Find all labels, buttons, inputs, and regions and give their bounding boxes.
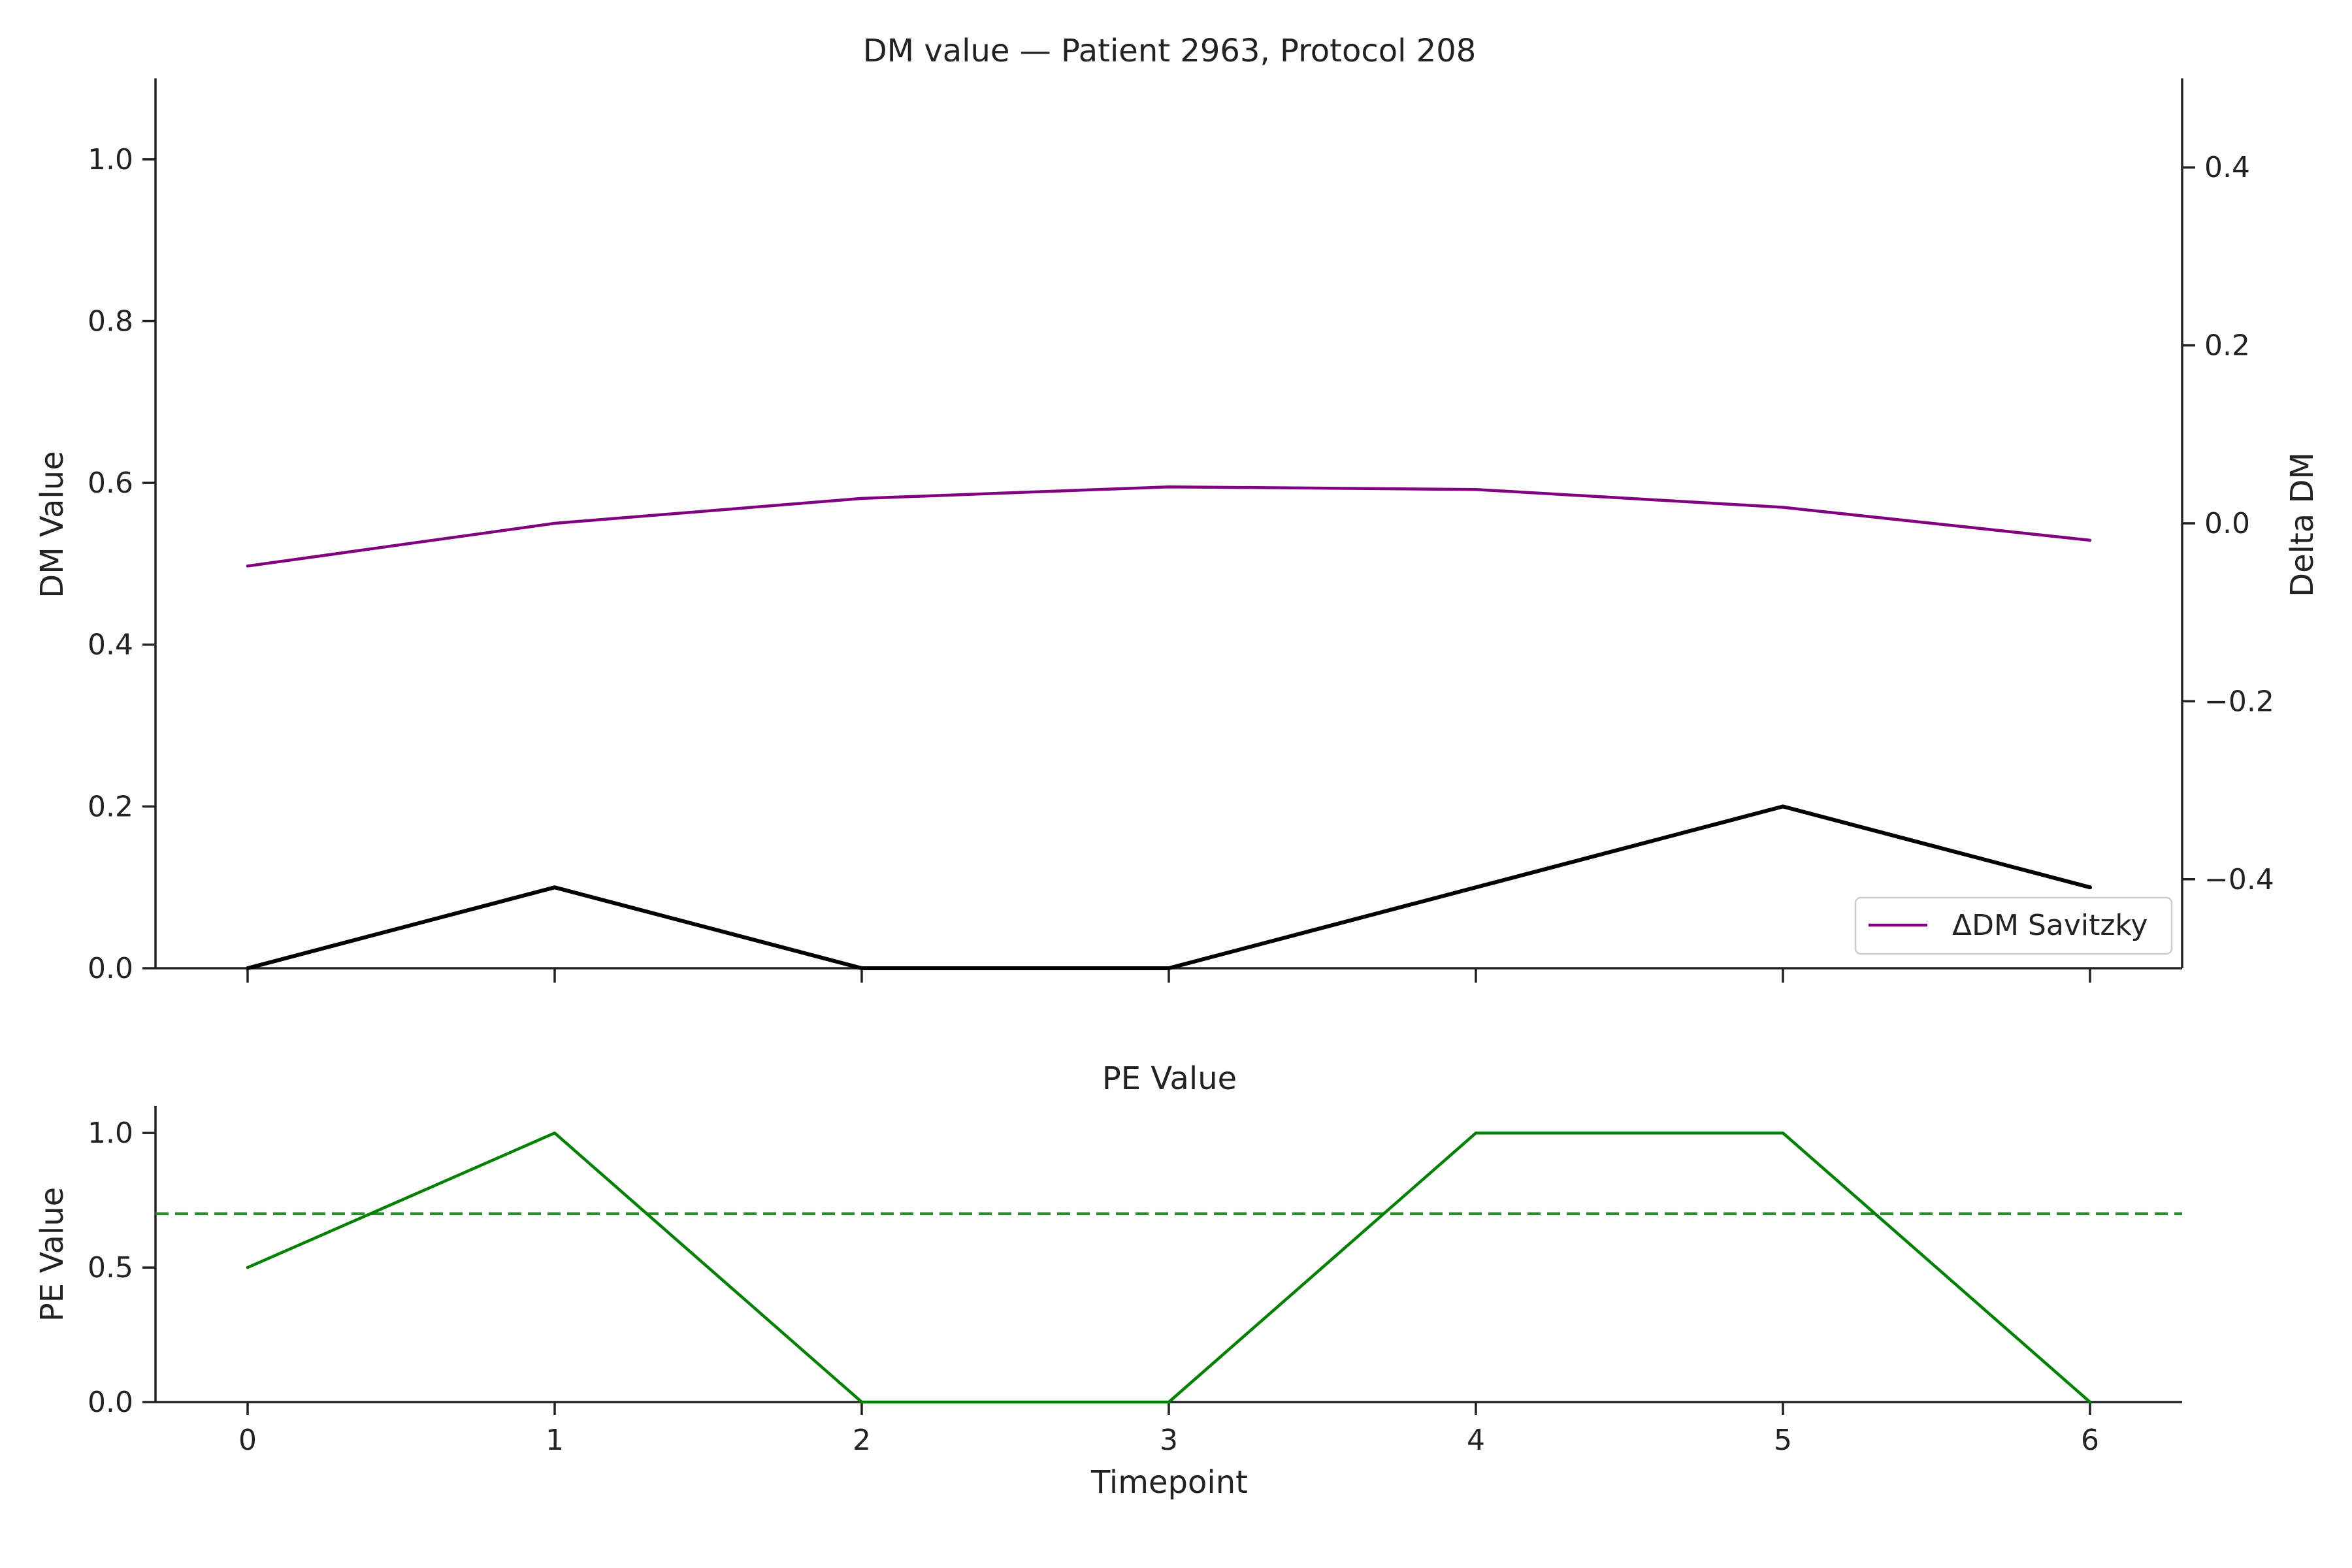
legend: ΔDM Savitzky: [1854, 896, 2173, 955]
dm-series: [246, 485, 2092, 970]
delta-dm-y-tick-label: 0.0: [2204, 507, 2250, 540]
pe-x-tick-label: 4: [1467, 1424, 1485, 1457]
pe-y-axis-label: PE Value: [34, 1187, 71, 1322]
dm-y-tick-label: 1.0: [88, 143, 133, 176]
pe-axes: 0.0 0.5 1.0 0 1 2 3 4 5 6: [88, 1106, 2182, 1457]
delta-dm-y-tick-label: 0.2: [2204, 329, 2250, 363]
delta-dm-y-tick-label: 0.4: [2204, 151, 2250, 184]
pe-x-tick-label: 3: [1160, 1424, 1178, 1457]
dm-y-tick-label: 0.2: [88, 790, 133, 823]
pe-y-tick-label: 0.5: [88, 1251, 133, 1284]
delta-dm-y-axis-label: Delta DM: [2284, 452, 2321, 597]
x-axis-label: Timepoint: [1090, 1464, 1248, 1501]
pe-series: [155, 1131, 2182, 1404]
pe-y-tick-label: 0.0: [88, 1386, 133, 1419]
dm-panel: DM value — Patient 2963, Protocol 208 DM…: [34, 33, 2321, 985]
pe-x-tick-label: 1: [546, 1424, 564, 1457]
dm-y-tick-label: 0.4: [88, 629, 133, 662]
legend-label-delta-dm: ΔDM Savitzky: [1952, 909, 2148, 942]
dm-axes: 0.0 0.2 0.4 0.6 0.8 1.0 −0.4 −0.2 0.0 0.2 0.4: [88, 78, 2274, 985]
pe-x-tick-label: 5: [1774, 1424, 1792, 1457]
pe-panel: PE Value PE Value Timepoint 0.0 0.5 1.0 0 1 2…: [34, 1060, 2182, 1501]
pe-x-tick-label: 6: [2081, 1424, 2099, 1457]
pe-chart-title: PE Value: [1102, 1060, 1237, 1097]
delta-dm-y-tick-label: −0.4: [2204, 863, 2274, 896]
pe-x-tick-label: 0: [238, 1424, 257, 1457]
pe-y-tick-label: 1.0: [88, 1117, 133, 1150]
legend-box: [1854, 896, 2173, 955]
pe-x-tick-label: 2: [853, 1424, 871, 1457]
delta-dm-y-tick-label: −0.2: [2204, 685, 2274, 718]
dm-chart-title: DM value — Patient 2963, Protocol 208: [863, 33, 1477, 69]
dm-y-tick-label: 0.6: [88, 466, 133, 500]
dm-y-tick-label: 0.8: [88, 304, 133, 338]
dm-y-tick-label: 0.0: [88, 952, 133, 985]
dm-y-axis-label: DM Value: [34, 451, 71, 598]
